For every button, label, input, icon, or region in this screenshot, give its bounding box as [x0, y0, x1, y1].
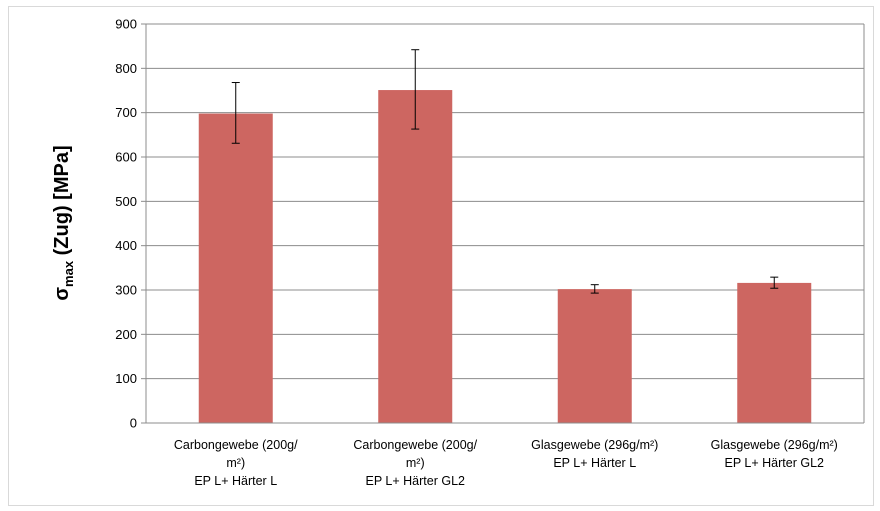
y-tick-label: 800	[115, 61, 137, 76]
category-label-line: Carbongewebe (200g/	[353, 438, 477, 452]
y-tick-label: 900	[115, 17, 137, 32]
y-tick-labels: 0 100 200 300 400 500 600 700 800 900	[115, 17, 137, 431]
y-tick-label: 100	[115, 371, 137, 386]
category-label: Glasgewebe (296g/m²) EP L+ Härter GL2	[711, 438, 838, 470]
category-labels: Carbongewebe (200g/m²) EP L+ Härter LCarb…	[174, 438, 838, 488]
y-tick-label: 500	[115, 194, 137, 209]
y-tick-label: 600	[115, 150, 137, 165]
y-tick-label: 300	[115, 283, 137, 298]
error-bar	[590, 284, 599, 294]
category-label-line: Carbongewebe (200g/	[174, 438, 298, 452]
bar	[737, 282, 812, 423]
bar	[198, 113, 273, 423]
y-tick-label: 400	[115, 238, 137, 253]
error-bar	[411, 49, 420, 130]
y-axis-label-subscript: max	[61, 260, 76, 287]
category-label-line: EP L+ Härter GL2	[366, 474, 466, 488]
y-tick-label: 700	[115, 105, 137, 120]
bar	[557, 289, 632, 423]
category-label-line: m²)	[406, 456, 425, 470]
category-label-line: Glasgewebe (296g/m²)	[531, 438, 658, 452]
y-tick-label: 200	[115, 327, 137, 342]
y-axis-label: σmax (Zug) [MPa]	[51, 145, 76, 300]
y-tick-label: 0	[130, 416, 137, 431]
y-axis-label-rest: (Zug) [MPa]	[51, 145, 73, 261]
axes	[141, 23, 865, 424]
error-bar	[231, 82, 240, 144]
bars	[198, 90, 812, 423]
category-label-line: EP L+ Härter GL2	[725, 456, 825, 470]
bar	[378, 90, 453, 423]
category-label-line: EP L+ Härter L	[553, 456, 636, 470]
category-label: Carbongewebe (200g/m²) EP L+ Härter GL2	[353, 438, 477, 488]
category-label: Glasgewebe (296g/m²) EP L+ Härter L	[531, 438, 658, 470]
category-label-line: m²)	[226, 456, 245, 470]
error-bar	[770, 276, 779, 289]
error-bars	[231, 49, 779, 294]
category-label-line: Glasgewebe (296g/m²)	[711, 438, 838, 452]
y-axis-label-main: σ	[51, 287, 73, 301]
category-label: Carbongewebe (200g/m²) EP L+ Härter L	[174, 438, 298, 488]
category-label-line: EP L+ Härter L	[194, 474, 277, 488]
